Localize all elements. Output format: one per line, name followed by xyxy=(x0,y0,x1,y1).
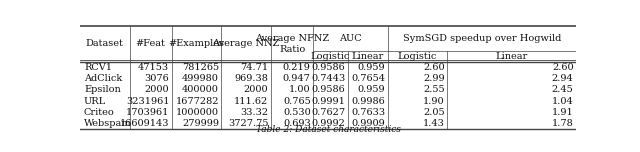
Text: #Examples: #Examples xyxy=(168,40,225,48)
Text: 0.7654: 0.7654 xyxy=(351,74,385,83)
Text: 0.7443: 0.7443 xyxy=(311,74,346,83)
Text: 3727.75: 3727.75 xyxy=(228,119,269,128)
Text: 1000000: 1000000 xyxy=(176,108,219,117)
Text: 2.60: 2.60 xyxy=(423,63,445,72)
Text: 499980: 499980 xyxy=(182,74,219,83)
Text: 2.45: 2.45 xyxy=(552,85,573,94)
Text: 2.94: 2.94 xyxy=(552,74,573,83)
Text: 3076: 3076 xyxy=(145,74,169,83)
Text: 33.32: 33.32 xyxy=(241,108,269,117)
Text: 2000: 2000 xyxy=(145,85,169,94)
Text: 0.9991: 0.9991 xyxy=(312,97,346,106)
Text: 279999: 279999 xyxy=(182,119,219,128)
Text: 0.9986: 0.9986 xyxy=(351,97,385,106)
Text: 0.9586: 0.9586 xyxy=(312,85,346,94)
Text: Webspam: Webspam xyxy=(84,119,132,128)
Text: 2.05: 2.05 xyxy=(423,108,445,117)
Text: Criteo: Criteo xyxy=(84,108,115,117)
Text: AdClick: AdClick xyxy=(84,74,122,83)
Text: Linear: Linear xyxy=(351,52,384,61)
Text: 111.62: 111.62 xyxy=(234,97,269,106)
Text: 0.9992: 0.9992 xyxy=(312,119,346,128)
Text: 0.947: 0.947 xyxy=(283,74,310,83)
Text: 2.60: 2.60 xyxy=(552,63,573,72)
Text: Epsilon: Epsilon xyxy=(84,85,121,94)
Text: 47153: 47153 xyxy=(138,63,169,72)
Text: Average NNZ: Average NNZ xyxy=(212,40,280,48)
Text: 3231961: 3231961 xyxy=(126,97,169,106)
Text: 1.91: 1.91 xyxy=(552,108,573,117)
Text: 781265: 781265 xyxy=(182,63,219,72)
Text: Table 2: Dataset characteristics: Table 2: Dataset characteristics xyxy=(255,125,401,134)
Text: 0.693: 0.693 xyxy=(283,119,310,128)
Text: 1.04: 1.04 xyxy=(552,97,573,106)
Text: SymSGD speedup over Hogwild: SymSGD speedup over Hogwild xyxy=(403,34,561,43)
Text: 0.765: 0.765 xyxy=(283,97,310,106)
Text: 1703961: 1703961 xyxy=(126,108,169,117)
Text: 1.78: 1.78 xyxy=(552,119,573,128)
Text: 0.219: 0.219 xyxy=(283,63,310,72)
Text: 1.00: 1.00 xyxy=(289,85,310,94)
Text: 0.530: 0.530 xyxy=(283,108,310,117)
Text: #Feat: #Feat xyxy=(136,40,166,48)
Text: 0.959: 0.959 xyxy=(357,63,385,72)
Text: Dataset: Dataset xyxy=(86,40,124,48)
Text: AUC: AUC xyxy=(339,34,362,43)
Text: Average NFNZ
Ratio: Average NFNZ Ratio xyxy=(255,34,329,54)
Text: 2.55: 2.55 xyxy=(423,85,445,94)
Text: Linear: Linear xyxy=(495,52,527,61)
Text: 969.38: 969.38 xyxy=(235,74,269,83)
Text: Logistic: Logistic xyxy=(311,52,350,61)
Text: 400000: 400000 xyxy=(182,85,219,94)
Text: 1677282: 1677282 xyxy=(175,97,219,106)
Text: 2.99: 2.99 xyxy=(423,74,445,83)
Text: Logistic: Logistic xyxy=(397,52,437,61)
Text: URL: URL xyxy=(84,97,106,106)
Text: 0.7627: 0.7627 xyxy=(311,108,346,117)
Text: 0.959: 0.959 xyxy=(357,85,385,94)
Text: 0.9909: 0.9909 xyxy=(351,119,385,128)
Text: 16609143: 16609143 xyxy=(120,119,169,128)
Text: 2000: 2000 xyxy=(244,85,269,94)
Text: RCV1: RCV1 xyxy=(84,63,112,72)
Text: 1.90: 1.90 xyxy=(423,97,445,106)
Text: 0.7633: 0.7633 xyxy=(351,108,385,117)
Text: 74.71: 74.71 xyxy=(241,63,269,72)
Text: 1.43: 1.43 xyxy=(422,119,445,128)
Text: 0.9586: 0.9586 xyxy=(312,63,346,72)
